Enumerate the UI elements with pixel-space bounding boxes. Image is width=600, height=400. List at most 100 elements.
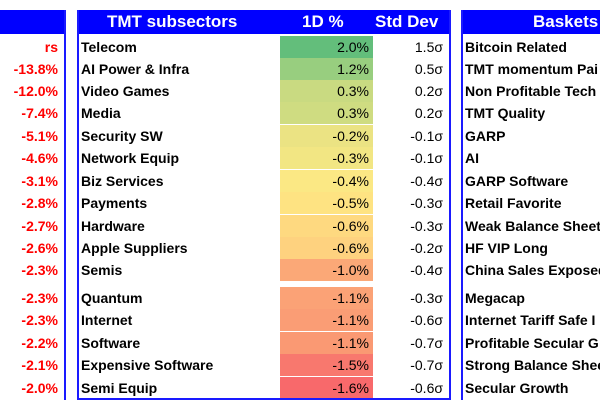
subsector-name: Apple Suppliers xyxy=(81,240,188,256)
one-day-pct-cell: -0.6% xyxy=(280,215,373,237)
left-panel: rs -13.8% -12.0% -7.4% -5.1% -4.6% -3.1% -2.8%… xyxy=(0,0,66,400)
subsector-name: Security SW xyxy=(81,128,163,144)
std-dev-cell: -0.4σ xyxy=(410,262,443,278)
one-day-pct-cell: -1.5% xyxy=(280,354,373,376)
header-1d-pct: 1D % xyxy=(302,12,344,31)
table-header: TMT subsectors 1D % Std Dev xyxy=(79,10,449,34)
header-subsectors: TMT subsectors xyxy=(107,12,238,31)
subsector-name: AI Power & Infra xyxy=(81,61,190,77)
left-panel-value: -2.7% xyxy=(21,218,58,234)
basket-item: Bitcoin Related xyxy=(465,39,567,55)
basket-item: HF VIP Long xyxy=(465,240,548,256)
basket-item: GARP xyxy=(465,128,506,144)
left-panel-header-fragment: rs xyxy=(44,39,58,55)
subsector-name: Semis xyxy=(81,262,123,278)
table-row: Video Games 0.3% 0.2σ xyxy=(77,80,451,102)
one-day-pct-cell: 2.0% xyxy=(280,36,373,58)
one-day-pct-cell: 0.3% xyxy=(280,80,373,102)
basket-item: AI xyxy=(465,150,479,166)
table-right-border xyxy=(449,10,451,400)
subsector-name: Software xyxy=(81,335,141,351)
left-panel-value: -2.3% xyxy=(21,262,58,278)
std-dev-cell: -0.6σ xyxy=(410,380,443,396)
one-day-pct-cell: -1.1% xyxy=(280,287,373,309)
tmt-subsectors-table: TMT subsectors 1D % Std Dev Telecom 2.0% 1… xyxy=(77,0,451,400)
table-row: Security SW -0.2% -0.1σ xyxy=(77,125,451,147)
one-day-pct-cell: -0.4% xyxy=(280,170,373,192)
left-panel-value: -2.1% xyxy=(21,357,58,373)
one-day-pct-cell: -1.0% xyxy=(280,259,373,281)
basket-item: Non Profitable Tech xyxy=(465,83,597,99)
subsector-name: Payments xyxy=(81,195,148,211)
std-dev-cell: 1.5σ xyxy=(414,39,443,55)
basket-item: Weak Balance Sheet xyxy=(465,218,600,234)
left-panel-header xyxy=(0,10,64,34)
table-row: Software -1.1% -0.7σ xyxy=(77,332,451,354)
table-row: Media 0.3% 0.2σ xyxy=(77,102,451,124)
one-day-pct-cell: -0.6% xyxy=(280,237,373,259)
left-panel-value: -2.0% xyxy=(21,380,58,396)
subsector-name: Quantum xyxy=(81,290,143,306)
std-dev-cell: -0.7σ xyxy=(410,335,443,351)
baskets-left-border xyxy=(461,10,463,400)
basket-item: TMT momentum Pai xyxy=(465,61,599,77)
std-dev-cell: 0.2σ xyxy=(414,83,443,99)
std-dev-cell: -0.3σ xyxy=(410,290,443,306)
basket-item: Secular Growth xyxy=(465,380,569,396)
subsector-name: Expensive Software xyxy=(81,357,214,373)
table-row: Semi Equip -1.6% -0.6σ xyxy=(77,377,451,399)
one-day-pct-cell: -1.1% xyxy=(280,309,373,331)
basket-item: Strong Balance Shee xyxy=(465,357,600,373)
table-row: AI Power & Infra 1.2% 0.5σ xyxy=(77,58,451,80)
basket-item: Megacap xyxy=(465,290,525,306)
table-row: Expensive Software -1.5% -0.7σ xyxy=(77,354,451,376)
std-dev-cell: -0.1σ xyxy=(410,128,443,144)
left-panel-value: -2.8% xyxy=(21,195,58,211)
table-row: Semis -1.0% -0.4σ xyxy=(77,259,451,281)
one-day-pct-cell: 0.3% xyxy=(280,102,373,124)
baskets-panel: Baskets Bitcoin Related TMT momentum Pai N… xyxy=(461,0,600,400)
basket-item: Profitable Secular G xyxy=(465,335,599,351)
baskets-header: Baskets xyxy=(463,10,600,34)
left-panel-value: -2.3% xyxy=(21,290,58,306)
std-dev-cell: -0.3σ xyxy=(410,195,443,211)
left-panel-value: -7.4% xyxy=(21,105,58,121)
one-day-pct-cell: 1.2% xyxy=(280,58,373,80)
subsector-name: Telecom xyxy=(81,39,137,55)
std-dev-cell: -0.4σ xyxy=(410,173,443,189)
std-dev-cell: 0.5σ xyxy=(414,61,443,77)
left-panel-value: -2.6% xyxy=(21,240,58,256)
table-row: Apple Suppliers -0.6% -0.2σ xyxy=(77,237,451,259)
one-day-pct-cell: -0.3% xyxy=(280,147,373,169)
std-dev-cell: -0.6σ xyxy=(410,312,443,328)
subsector-name: Biz Services xyxy=(81,173,164,189)
basket-item: Retail Favorite xyxy=(465,195,562,211)
subsector-name: Semi Equip xyxy=(81,380,158,396)
table-row: Hardware -0.6% -0.3σ xyxy=(77,215,451,237)
left-panel-value: -2.2% xyxy=(21,335,58,351)
left-panel-value: -12.0% xyxy=(13,83,58,99)
left-panel-value: -3.1% xyxy=(21,173,58,189)
header-std-dev: Std Dev xyxy=(375,12,439,31)
table-row: Network Equip -0.3% -0.1σ xyxy=(77,147,451,169)
table-row: Payments -0.5% -0.3σ xyxy=(77,192,451,214)
subsector-name: Video Games xyxy=(81,83,170,99)
one-day-pct-cell: -0.5% xyxy=(280,192,373,214)
basket-item: TMT Quality xyxy=(465,105,546,121)
table-left-border xyxy=(77,10,79,400)
one-day-pct-cell: -1.6% xyxy=(280,377,373,399)
table-row: Biz Services -0.4% -0.4σ xyxy=(77,170,451,192)
left-panel-border xyxy=(64,10,66,400)
left-panel-value: -5.1% xyxy=(21,128,58,144)
left-panel-value: -2.3% xyxy=(21,312,58,328)
basket-item: China Sales Exposed xyxy=(465,262,600,278)
one-day-pct-cell: -0.2% xyxy=(280,125,373,147)
subsector-name: Hardware xyxy=(81,218,145,234)
left-panel-value: -13.8% xyxy=(13,61,58,77)
table-row: Internet -1.1% -0.6σ xyxy=(77,309,451,331)
basket-item: Internet Tariff Safe I xyxy=(465,312,596,328)
table-row: Telecom 2.0% 1.5σ xyxy=(77,36,451,58)
std-dev-cell: -0.1σ xyxy=(410,150,443,166)
std-dev-cell: -0.2σ xyxy=(410,240,443,256)
std-dev-cell: -0.7σ xyxy=(410,357,443,373)
